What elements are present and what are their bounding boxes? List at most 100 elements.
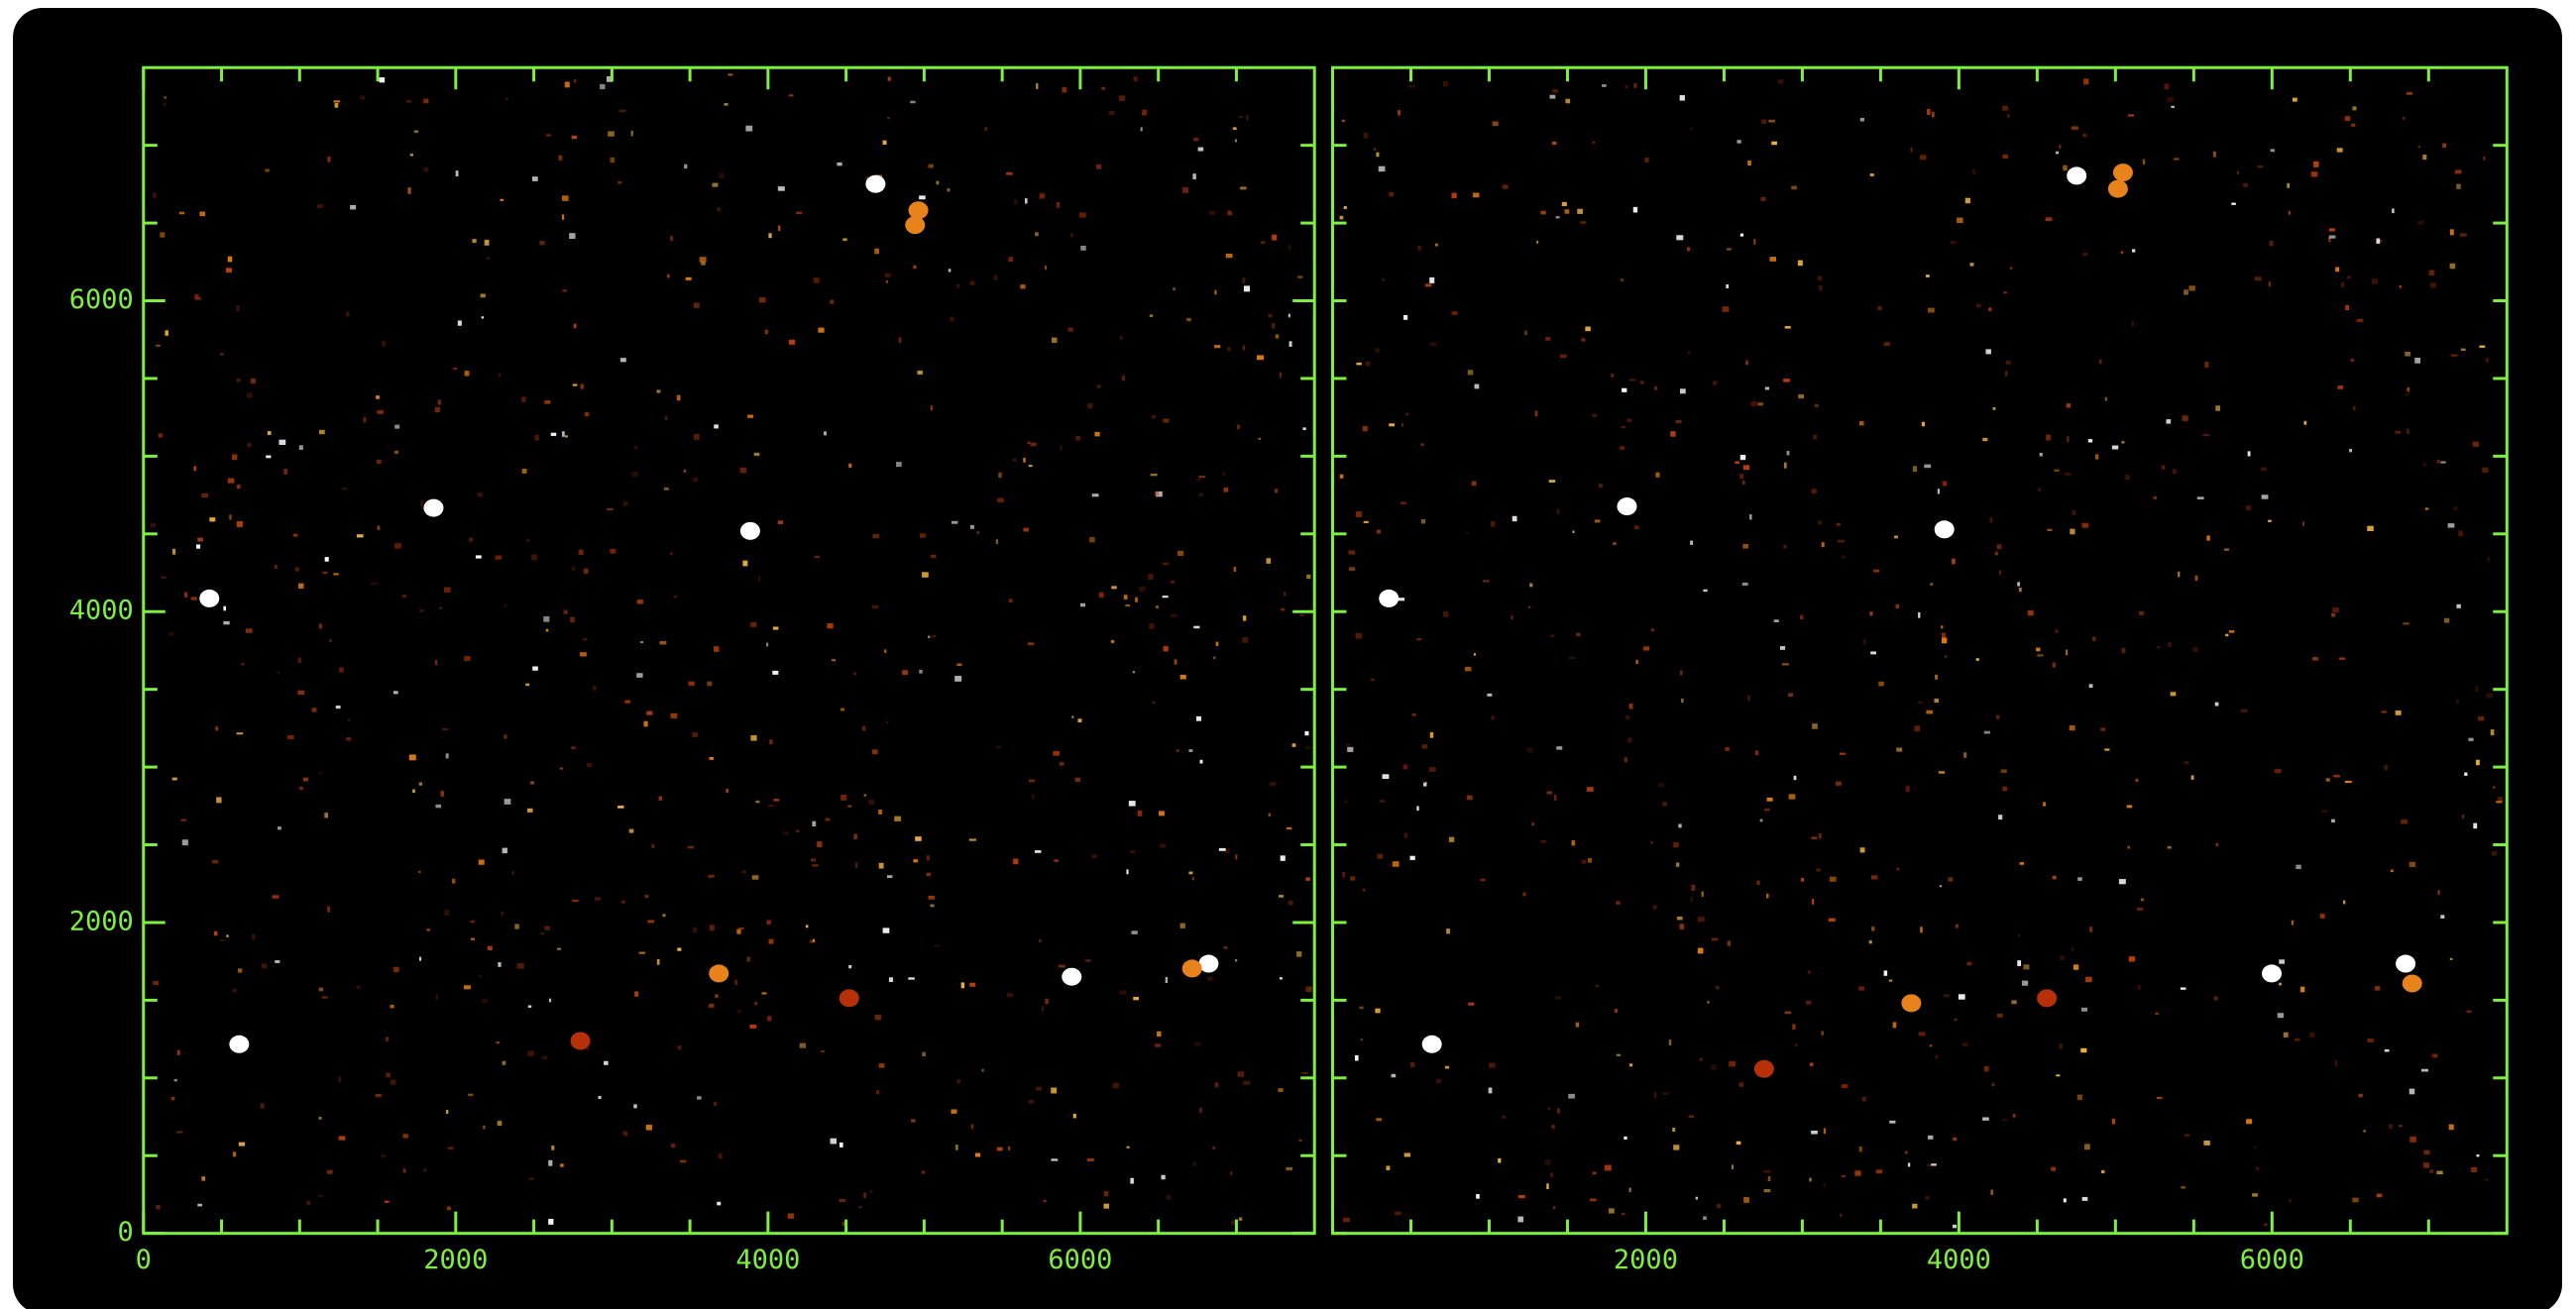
- background-speckle: [237, 379, 241, 382]
- background-speckle: [762, 992, 767, 994]
- background-speckle: [2475, 686, 2479, 692]
- background-speckle: [922, 572, 929, 577]
- background-speckle: [1870, 651, 1876, 654]
- background-speckle: [1020, 284, 1025, 288]
- background-speckle: [1732, 1164, 1734, 1169]
- background-speckle: [1268, 314, 1272, 318]
- background-speckle: [1728, 940, 1731, 945]
- background-speckle: [1640, 381, 1644, 383]
- background-speckle: [487, 257, 489, 260]
- background-speckle: [1240, 186, 1246, 189]
- background-speckle: [1580, 221, 1586, 224]
- background-speckle: [1906, 786, 1910, 792]
- background-speckle: [1070, 233, 1073, 237]
- background-speckle: [2473, 823, 2477, 829]
- background-speckle: [915, 836, 922, 841]
- background-speckle: [265, 168, 270, 171]
- background-speckle: [2252, 1193, 2258, 1196]
- background-speckle: [600, 84, 605, 89]
- background-speckle: [1376, 1118, 1382, 1121]
- background-speckle: [2335, 1060, 2337, 1066]
- background-speckle: [1678, 823, 1681, 827]
- background-speckle: [621, 901, 625, 904]
- background-speckle: [908, 977, 915, 979]
- background-speckle: [419, 609, 423, 612]
- background-speckle: [1239, 1217, 1243, 1220]
- background-speckle: [738, 927, 744, 929]
- background-speckle: [1740, 234, 1743, 237]
- background-speckle: [1593, 1172, 1597, 1175]
- background-speckle: [2292, 921, 2294, 926]
- background-speckle: [1175, 659, 1177, 664]
- background-speckle: [2056, 152, 2059, 155]
- background-speckle: [1982, 1117, 1989, 1120]
- background-speckle: [1791, 186, 1797, 190]
- background-speckle: [406, 100, 412, 102]
- background-speckle: [1771, 142, 1777, 146]
- background-speckle: [737, 1010, 742, 1013]
- background-speckle: [1840, 753, 1846, 755]
- background-speckle: [560, 1163, 563, 1167]
- background-speckle: [2132, 249, 2135, 252]
- source: [1617, 497, 1636, 515]
- background-speckle: [1550, 1172, 1553, 1177]
- background-speckle: [2425, 507, 2429, 509]
- background-speckle: [464, 656, 470, 661]
- background-speckle: [934, 945, 940, 947]
- background-speckle: [1811, 836, 1817, 839]
- background-speckle: [717, 207, 721, 211]
- background-speckle: [1908, 1162, 1910, 1166]
- background-speckle: [1045, 999, 1049, 1004]
- background-speckle: [342, 488, 347, 490]
- background-speckle: [2065, 473, 2071, 477]
- background-speckle: [1963, 752, 1966, 758]
- background-speckle: [2453, 506, 2458, 510]
- background-speckle: [1474, 653, 1476, 655]
- y-tick-label: 6000: [69, 284, 134, 315]
- background-speckle: [1676, 420, 1682, 423]
- background-speckle: [336, 706, 341, 709]
- background-speckle: [1267, 558, 1272, 564]
- background-speckle: [2023, 964, 2029, 969]
- background-speckle: [1429, 277, 1434, 283]
- background-speckle: [2162, 466, 2166, 470]
- background-speckle: [1669, 1039, 1672, 1045]
- background-speckle: [1546, 1183, 1548, 1189]
- background-speckle: [471, 938, 475, 940]
- background-speckle: [1207, 976, 1213, 980]
- background-speckle: [423, 99, 428, 104]
- background-speckle: [1939, 771, 1945, 774]
- background-speckle: [746, 957, 750, 962]
- background-speckle: [532, 666, 538, 670]
- background-speckle: [179, 212, 184, 215]
- background-speckle: [1764, 1189, 1771, 1192]
- background-speckle: [634, 991, 638, 996]
- background-speckle: [1910, 148, 1912, 152]
- background-speckle: [1425, 283, 1432, 286]
- background-speckle: [1557, 1108, 1560, 1113]
- background-speckle: [394, 543, 401, 549]
- background-speckle: [981, 1069, 983, 1072]
- background-speckle: [2184, 1134, 2189, 1137]
- background-speckle: [503, 1061, 506, 1065]
- background-speckle: [1288, 901, 1293, 906]
- background-speckle: [1032, 794, 1035, 800]
- background-speckle: [1344, 206, 1347, 209]
- background-speckle: [2192, 647, 2197, 652]
- background-speckle: [1219, 848, 1226, 851]
- background-speckle: [394, 451, 398, 454]
- background-speckle: [969, 983, 975, 987]
- background-speckle: [2112, 1119, 2115, 1125]
- background-speckle: [1099, 593, 1104, 599]
- background-speckle: [2460, 233, 2467, 236]
- background-speckle: [1092, 854, 1098, 858]
- background-speckle: [1926, 274, 1930, 277]
- background-speckle: [1662, 1092, 1668, 1095]
- background-speckle: [826, 818, 831, 821]
- background-speckle: [1922, 422, 1925, 427]
- background-speckle: [842, 238, 846, 241]
- source: [423, 499, 443, 517]
- background-speckle: [2409, 1089, 2414, 1095]
- background-speckle: [1452, 311, 1458, 315]
- background-speckle: [2051, 1167, 2056, 1171]
